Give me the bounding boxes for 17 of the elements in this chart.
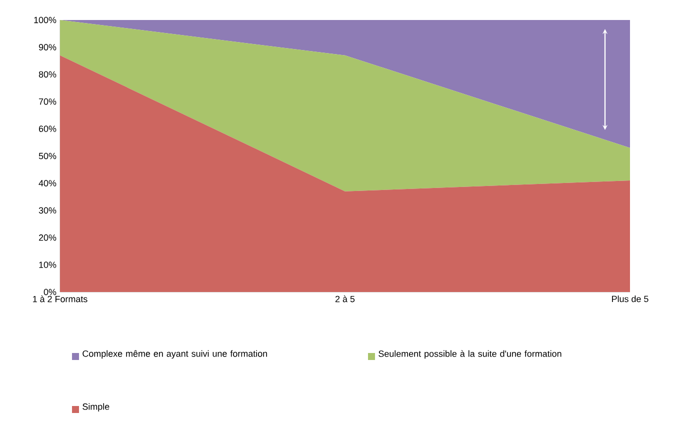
y-tick-label: 90% (38, 44, 56, 50)
y-tick-label: 20% (38, 234, 56, 241)
x-tick-label: 1 à 2 Formats (33, 296, 88, 302)
y-tick-label: 60% (38, 126, 56, 132)
legend-label: Simple (82, 403, 110, 412)
y-tick-label: 40% (38, 180, 56, 186)
legend-label: Complexe même en ayant suivi une formation (82, 350, 267, 359)
y-tick-label: 100% (34, 16, 56, 24)
y-tick-label: 30% (38, 207, 56, 214)
y-tick-label: 0% (44, 288, 56, 296)
y-tick-label: 10% (39, 262, 56, 268)
legend-label: Seulement possible à la suite d'une formation (378, 350, 562, 359)
y-tick-label: 50% (38, 152, 56, 160)
y-tick-label: 70% (38, 98, 56, 105)
x-tick-label: Plus de 5 (612, 296, 648, 302)
x-tick-label: 2 à 5 (335, 296, 355, 302)
y-tick-label: 80% (38, 71, 56, 78)
